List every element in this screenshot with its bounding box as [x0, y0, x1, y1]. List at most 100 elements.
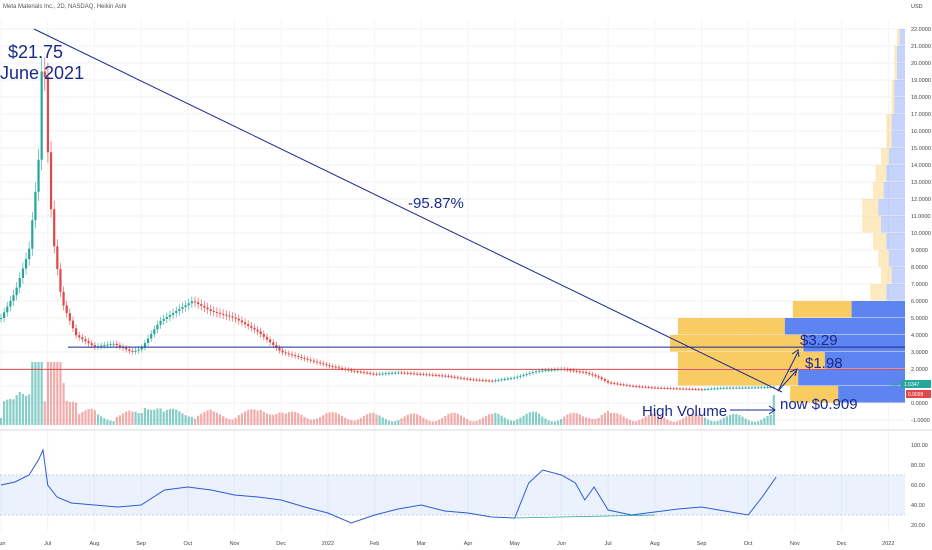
- volume-bar: [475, 420, 478, 425]
- candle-body: [171, 312, 175, 315]
- volume-bar: [447, 413, 450, 425]
- volume-bar: [488, 414, 491, 425]
- time-tick-label: Nov: [230, 541, 240, 547]
- volume-bar: [121, 413, 125, 425]
- volume-bar: [344, 417, 347, 425]
- candle-body: [187, 303, 190, 306]
- candle-body: [757, 387, 760, 389]
- candle-body: [140, 347, 143, 350]
- candle-body: [290, 354, 294, 356]
- candle-body: [359, 371, 362, 373]
- candle-body: [638, 386, 641, 388]
- price-tag-mmat-symbol: MMAT: [890, 382, 903, 387]
- candle-body: [591, 374, 594, 376]
- candle-body: [278, 347, 281, 351]
- candle-body: [566, 369, 569, 371]
- volume-profile-down: [891, 97, 895, 114]
- candle-body: [447, 375, 450, 377]
- candle-body: [59, 269, 62, 292]
- volume-profile-down: [862, 199, 879, 216]
- volume-bar: [153, 409, 156, 425]
- volume-bar: [6, 399, 9, 425]
- volume-bar: [594, 418, 597, 425]
- volume-bar: [171, 408, 175, 425]
- volume-bar: [422, 417, 425, 425]
- volume-bar: [472, 421, 475, 425]
- volume-bar: [766, 416, 769, 425]
- candle-body: [403, 372, 406, 374]
- volume-bar: [682, 418, 685, 425]
- candle-body: [400, 372, 403, 374]
- candle-body: [603, 379, 606, 381]
- time-tick-label: Dec: [276, 541, 286, 547]
- volume-bar: [441, 418, 444, 425]
- volume-bar: [613, 412, 616, 425]
- horizontal-levels: [0, 346, 905, 370]
- volume-profile-down: [880, 267, 892, 284]
- time-tick-label: 2022: [882, 541, 894, 547]
- time-tick-label: Oct: [184, 541, 193, 547]
- candle-body: [315, 361, 319, 363]
- volume-bar: [619, 414, 622, 425]
- volume-bar: [553, 421, 556, 425]
- volume-profile-down: [678, 318, 785, 335]
- time-tick-label: Aug: [650, 541, 660, 547]
- candle-body: [375, 373, 378, 375]
- candle-body: [21, 268, 25, 279]
- volume-bar: [541, 416, 544, 425]
- candle-body: [372, 373, 375, 375]
- volume-bar: [735, 414, 738, 425]
- candle-body: [516, 376, 519, 378]
- volume-bar: [49, 362, 53, 425]
- volume-bar: [384, 419, 387, 425]
- candle-body: [422, 374, 425, 376]
- volume-bar: [281, 412, 284, 425]
- candle-body: [265, 336, 269, 340]
- candle-body: [522, 374, 525, 376]
- candle-body: [613, 383, 616, 385]
- candle-body: [772, 386, 775, 388]
- oscillator-tick-label: 60.00: [911, 483, 925, 489]
- time-tick-label: Jun: [557, 541, 566, 547]
- candle-body: [312, 360, 315, 362]
- candle-body: [700, 389, 703, 391]
- candle-body: [650, 387, 653, 389]
- candle-body: [74, 328, 78, 336]
- time-grid: [0, 20, 889, 532]
- volume-bar: [381, 417, 384, 425]
- candle-body: [741, 387, 744, 389]
- candle-body: [353, 370, 356, 372]
- volume-bar: [409, 413, 412, 425]
- volume-bar: [96, 414, 100, 425]
- volume-bar: [500, 415, 503, 425]
- candle-body: [578, 371, 581, 373]
- volume-bar: [610, 413, 613, 425]
- candle-body: [165, 316, 168, 319]
- volume-bar: [109, 420, 112, 425]
- candle-body: [481, 380, 484, 382]
- volume-bar: [206, 410, 209, 425]
- volume-bar: [331, 412, 334, 425]
- candle-body: [610, 382, 613, 384]
- volume-bar: [297, 413, 300, 425]
- volume-bar: [287, 412, 290, 425]
- candle-body: [519, 375, 522, 377]
- volume-bar: [581, 416, 585, 425]
- candle-body: [644, 386, 647, 388]
- volume-bar: [53, 362, 56, 425]
- candle-body: [660, 387, 663, 389]
- candle-body: [528, 373, 531, 375]
- candle-body: [365, 372, 369, 374]
- candle-body: [666, 388, 669, 390]
- candle-body: [197, 302, 200, 305]
- candle-body: [78, 335, 81, 338]
- volume-bar: [744, 418, 747, 425]
- volume-bar: [146, 409, 150, 425]
- candle-body: [678, 388, 682, 390]
- candle-body: [419, 373, 422, 375]
- volume-bar: [597, 417, 600, 425]
- volume-bar: [716, 420, 719, 425]
- volume-bar: [84, 410, 87, 425]
- volume-profile-down: [878, 250, 889, 267]
